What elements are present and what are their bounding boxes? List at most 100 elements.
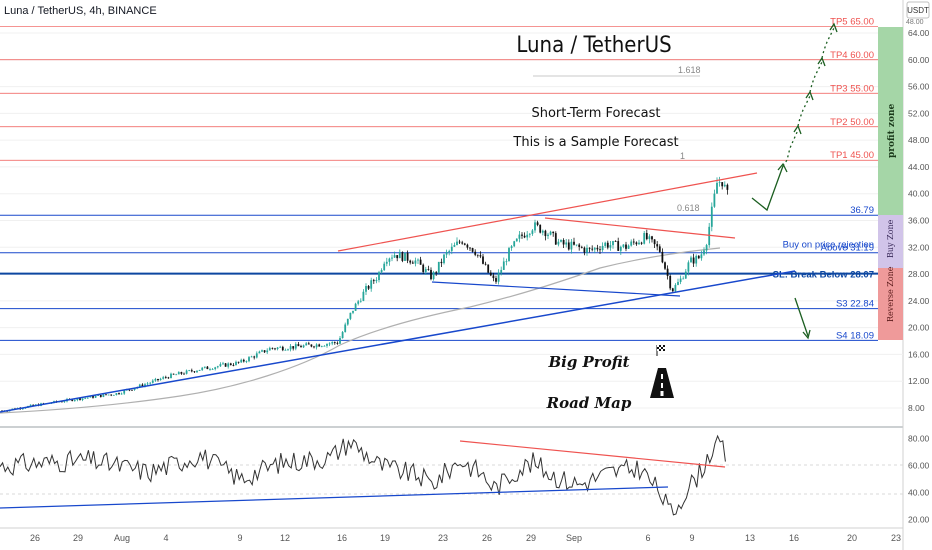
time-tick-label: 29 [526,533,536,543]
price-tick-label: 48.00 [908,135,930,145]
candle-body [248,357,250,362]
candle-body [339,338,341,344]
price-tick-label: 20.00 [908,323,930,333]
forecast-line-1: Short-Term Forecast [531,106,660,121]
candle-body [638,242,640,245]
candle-body [414,260,417,264]
candle-body [448,250,451,252]
time-tick-label: 23 [438,533,448,543]
candle-body [107,394,110,396]
candle-body [294,344,297,349]
candle-body [588,247,591,249]
candle-body [378,272,380,281]
price-tick-label: 52.00 [908,108,930,118]
candle-body [622,244,625,247]
candle-body [523,235,526,238]
price-levels: TP5 65.00 TP4 60.00 TP3 55.00 TP2 50.00 TP1 … [0,16,878,341]
candle-body [632,241,635,243]
level-label: SL: Break Below 28.07 [773,270,874,281]
big-profit-text: Big Profit [547,353,629,371]
candle-body [497,272,500,282]
svg-text:USDT: USDT [907,6,929,15]
rsi-axis: 80.00 60.00 40.00 20.00 [908,434,930,525]
currency-badge: USDT [906,1,930,19]
candle-body [505,261,508,263]
candle-body [305,343,308,346]
rsi-tick-label: 80.00 [908,434,930,444]
candle-body [687,262,690,272]
profit-zone-box [878,27,903,215]
candle-body [146,383,149,385]
price-tick-label: 60.00 [908,55,930,65]
candle-body [679,278,682,282]
time-axis[interactable]: 26 29 Aug 4 9 12 16 19 23 26 29 Sep 6 9 13 16 20 23 [30,533,901,543]
candle-body [700,254,703,259]
candle-body [164,377,167,378]
candle-body [617,241,620,251]
candle-body [71,399,74,401]
rsi-resistance-line [459,440,726,468]
candle-body [188,370,191,372]
candle-body [123,390,126,394]
price-axis[interactable]: 64.00 60.00 56.00 52.00 48.00 44.00 40.00 36.00… [908,28,930,413]
candle-body [541,230,544,233]
candle-body [401,252,404,261]
candle-body [84,397,87,399]
currency-value: 48.00 [906,19,924,26]
level-label: Above 31.19 [821,243,874,254]
candle-body [500,269,503,273]
candle-body [549,231,552,235]
candle-body [703,250,705,255]
level-label: 36.79 [850,205,874,216]
candle-body [318,344,321,347]
candle-body [406,252,409,261]
candle-body [476,254,479,256]
candle-body [417,259,419,261]
candle-body [656,244,659,247]
candle-body [424,269,427,272]
price-tick-label: 36.00 [908,216,930,226]
candle-body [671,288,674,292]
candle-body [474,251,477,255]
candle-body [710,206,713,227]
rsi-support-line [0,486,669,509]
candle-body [60,401,63,403]
level-label: TP2 50.00 [830,117,874,128]
candle-body [557,241,560,245]
candle-body [328,343,331,345]
candle-body [214,367,217,370]
candle-body [682,278,685,280]
candle-body [539,224,542,233]
candle-body [469,247,471,249]
candle-body [141,384,144,387]
candle-body [196,370,198,373]
symbol-title: Luna / TetherUS, 4h, BINANCE [4,5,157,17]
candle-body [547,234,549,237]
candle-body [534,222,536,231]
candle-body [198,369,201,371]
candle-body [240,359,243,363]
candle-body [227,363,230,367]
candle-body [333,342,336,343]
candle-body [601,245,604,251]
candle-body [138,384,141,388]
candle-body [63,401,66,403]
candle-body [359,300,362,302]
candle-body [79,398,81,400]
fib-1618-label: 1.618 [678,65,701,75]
candle-body [81,398,84,400]
candle-body [245,361,248,362]
candle-body [331,342,334,344]
candle-body [458,241,461,243]
buy-zone-label: Buy Zone [886,219,895,258]
candle-body [606,242,609,248]
price-tick-label: 44.00 [908,162,930,172]
candle-body [157,378,159,381]
candle-body [666,268,669,276]
candle-body [94,395,97,398]
price-tick-label: 28.00 [908,269,930,279]
candle-body [323,345,326,347]
candle-body [229,363,232,365]
candle-body [336,342,339,344]
candle-body [255,353,258,358]
